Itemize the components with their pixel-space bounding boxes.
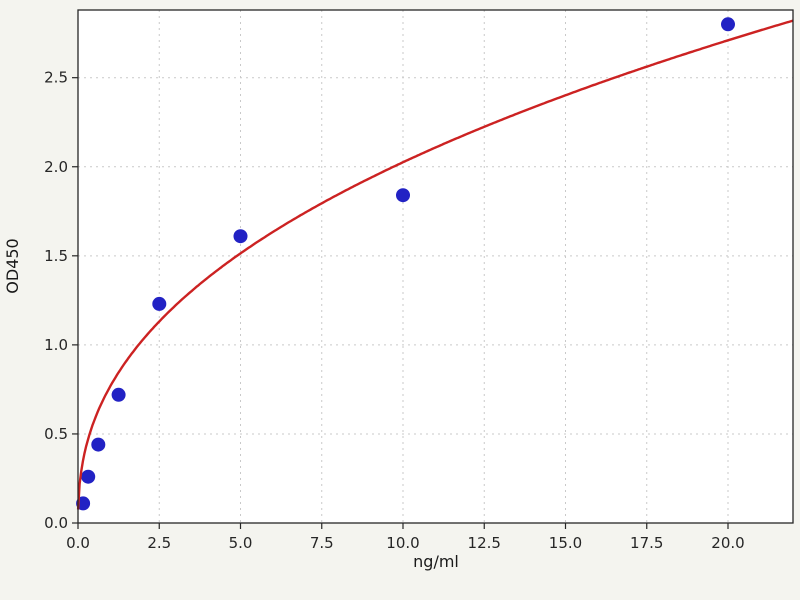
x-tick-label: 12.5 [468, 534, 501, 552]
y-axis-label: OD450 [3, 238, 22, 293]
x-tick-label: 17.5 [630, 534, 663, 552]
x-tick-label: 20.0 [711, 534, 744, 552]
plot-area [78, 10, 793, 523]
data-point [233, 229, 248, 244]
x-tick-label: 10.0 [386, 534, 419, 552]
data-point [81, 469, 96, 484]
data-point [721, 17, 735, 32]
y-tick-label: 0.0 [44, 514, 68, 532]
y-tick-label: 0.5 [44, 425, 68, 443]
y-tick-label: 1.0 [44, 336, 68, 354]
x-tick-label: 5.0 [229, 534, 253, 552]
x-tick-label: 2.5 [147, 534, 171, 552]
plot-layer: 0.0 2.5 5.0 7.5 10.0 12.5 15.0 17.5 20.0 0.0 0.5 1.… [44, 9, 794, 552]
fit-curve [76, 19, 794, 510]
x-axis-label: ng/ml [413, 552, 459, 571]
y-tick-label: 2.0 [44, 158, 68, 176]
data-point [91, 437, 106, 452]
data-point [396, 188, 410, 203]
plot-border [77, 9, 794, 524]
x-tick-label: 15.0 [549, 534, 582, 552]
x-tick-label: 0.0 [66, 534, 90, 552]
data-point [111, 387, 126, 402]
y-tick-label: 1.5 [44, 247, 68, 265]
data-point [152, 296, 167, 311]
x-tick-label: 7.5 [310, 534, 334, 552]
y-tick-label: 2.5 [44, 69, 68, 87]
